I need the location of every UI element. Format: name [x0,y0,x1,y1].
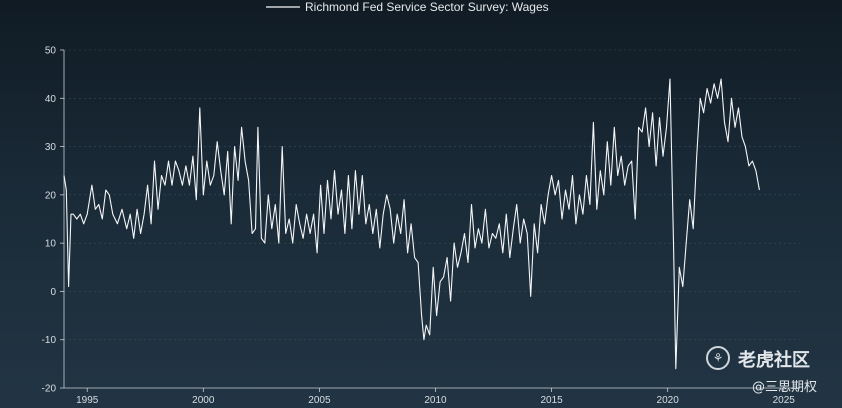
watermark-user: @三思期权 [752,380,818,395]
x-axis-tick-labels: 1995 2000 2005 2010 2015 2020 2025 [76,395,795,406]
y-tick-label: 40 [45,94,57,105]
x-tick-label: 2025 [773,395,796,406]
series-layer [63,78,760,370]
y-tick-label: 50 [45,46,57,57]
series-line-wages [63,78,760,370]
y-tick-label: -10 [42,335,57,346]
axes [60,49,800,392]
watermark: ⚘ 老虎社区 @三思期权 [706,346,836,396]
y-tick-label: -20 [42,384,57,395]
x-tick-label: 1995 [76,395,99,406]
y-tick-label: 20 [45,190,57,201]
y-axis-tick-labels: -20 -10 0 10 20 30 40 50 [42,46,57,395]
x-tick-label: 2020 [657,395,680,406]
x-tick-label: 2015 [540,395,563,406]
legend[interactable]: Richmond Fed Service Sector Survey: Wage… [266,0,549,14]
y-tick-label: 10 [45,239,57,250]
x-tick-label: 2010 [424,395,447,406]
y-tick-label: 30 [45,142,57,153]
legend-label: Richmond Fed Service Sector Survey: Wage… [305,0,549,14]
x-tick-label: 2005 [308,395,331,406]
x-tick-label: 2000 [192,395,215,406]
y-tick-label: 0 [50,287,56,298]
watermark-brand: 老虎社区 [738,350,810,371]
tiger-logo-icon: ⚘ [706,346,730,370]
